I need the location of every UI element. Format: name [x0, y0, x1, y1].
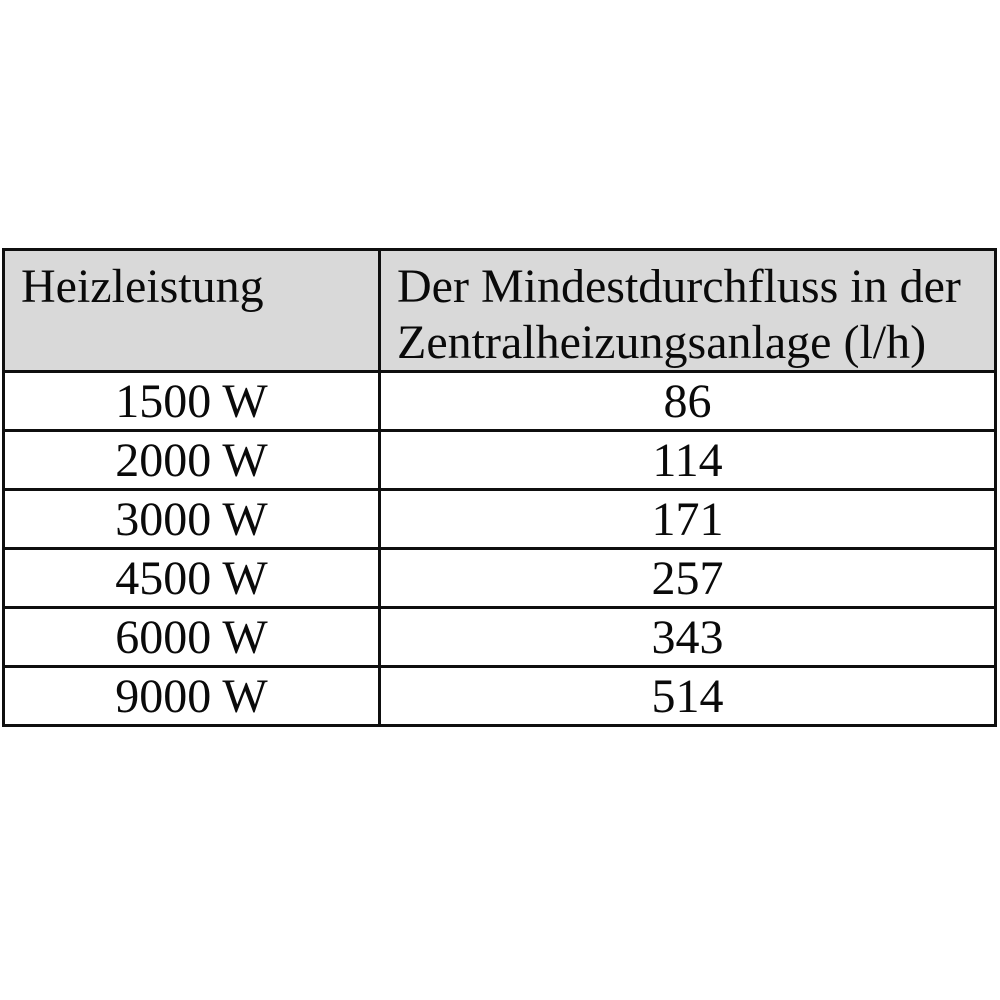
power-cell: 1500 W: [2, 370, 381, 433]
table-header: Heizleistung Der Mindestdurchfluss in de…: [2, 247, 997, 374]
table-row: 1500 W 86: [2, 370, 997, 433]
header-row: Heizleistung Der Mindestdurchfluss in de…: [2, 247, 997, 374]
table-row: 3000 W 171: [2, 488, 997, 551]
header-cell-mindestdurchfluss: Der Mindestdurchfluss in der Zentralheiz…: [378, 247, 997, 374]
power-cell: 4500 W: [2, 547, 381, 610]
flow-cell: 86: [378, 370, 997, 433]
table-row: 6000 W 343: [2, 606, 997, 669]
flow-cell: 114: [378, 429, 997, 492]
header-cell-heizleistung: Heizleistung: [2, 247, 381, 374]
power-cell: 6000 W: [2, 606, 381, 669]
heizleistung-durchfluss-table: Heizleistung Der Mindestdurchfluss in de…: [2, 247, 997, 728]
table-row: 9000 W 514: [2, 665, 997, 728]
power-cell: 3000 W: [2, 488, 381, 551]
table-row: 2000 W 114: [2, 429, 997, 492]
header-label-heizleistung: Heizleistung: [21, 260, 264, 313]
table-body: 1500 W 86 2000 W 114 3000 W 171 4500 W 2…: [2, 370, 997, 728]
power-cell: 2000 W: [2, 429, 381, 492]
header-label-mindestdurchfluss-line2: Zentralheizungsanlage (l/h): [397, 315, 927, 369]
flow-cell: 343: [378, 606, 997, 669]
header-label-mindestdurchfluss-line1: Der Mindestdurchfluss in der: [397, 260, 961, 313]
flow-cell: 171: [378, 488, 997, 551]
power-cell: 9000 W: [2, 665, 381, 728]
table-row: 4500 W 257: [2, 547, 997, 610]
flow-cell: 514: [378, 665, 997, 728]
flow-cell: 257: [378, 547, 997, 610]
